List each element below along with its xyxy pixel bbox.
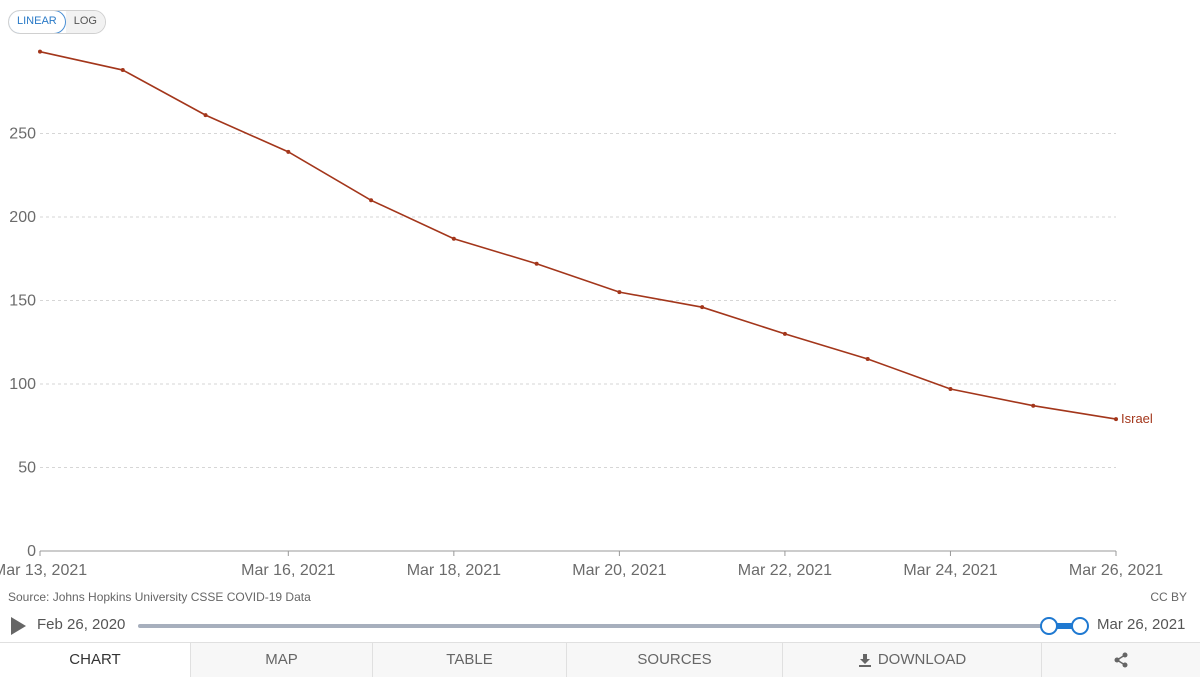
timeline-slider: Feb 26, 2020 Mar 26, 2021	[0, 612, 1200, 640]
timeline-track[interactable]	[138, 624, 1081, 628]
y-tick-label: 250	[9, 126, 36, 143]
data-point	[1031, 403, 1036, 408]
linear-scale-button[interactable]: LINEAR	[8, 11, 66, 33]
data-point	[948, 387, 953, 392]
license-link[interactable]: CC BY	[1150, 590, 1187, 604]
timeline-start-date: Feb 26, 2020	[37, 616, 126, 633]
scale-toggle: LINEAR LOG	[8, 10, 106, 34]
log-scale-button[interactable]: LOG	[65, 11, 105, 33]
x-tick-label: Mar 13, 2021	[0, 562, 87, 579]
x-tick-label: Mar 26, 2021	[1069, 562, 1163, 579]
tab-label: CHART	[69, 651, 121, 668]
series-line	[39, 50, 1117, 420]
tab-label: SOURCES	[637, 651, 712, 668]
data-point	[286, 149, 291, 154]
tab-sources[interactable]: SOURCES	[567, 643, 783, 677]
timeline-selected-range	[1048, 623, 1080, 629]
tab-map[interactable]: MAP	[191, 643, 373, 677]
y-tick-label: 50	[18, 460, 36, 477]
x-tick-label: Mar 24, 2021	[903, 562, 997, 579]
tab-share[interactable]	[1042, 643, 1200, 677]
source-note[interactable]: Source: Johns Hopkins University CSSE CO…	[8, 590, 311, 604]
tab-label: DOWNLOAD	[877, 651, 967, 668]
share-icon	[1114, 652, 1128, 668]
tab-download[interactable]: DOWNLOAD	[783, 643, 1042, 677]
y-tick-label: 100	[9, 376, 36, 393]
x-tick-label: Mar 22, 2021	[738, 562, 832, 579]
y-tick-label: 150	[9, 293, 36, 310]
data-point	[1114, 417, 1118, 422]
x-tick-label: Mar 20, 2021	[572, 562, 666, 579]
line-chart: 0 50 100 150 200 250 Mar 13, 2021 Mar 16, 2021 M…	[0, 49, 1163, 579]
data-point	[700, 305, 705, 310]
data-point	[38, 49, 42, 54]
tab-table[interactable]: TABLE	[373, 643, 567, 677]
data-point	[534, 261, 539, 266]
x-tick-label: Mar 16, 2021	[241, 562, 335, 579]
timeline-start-handle[interactable]	[1040, 617, 1058, 635]
data-point	[203, 113, 208, 118]
data-point	[617, 290, 622, 295]
data-point	[120, 68, 125, 73]
timeline-end-date: Mar 26, 2021	[1097, 616, 1186, 633]
tab-bar: CHART MAP TABLE SOURCES DOWNLOAD	[0, 642, 1200, 677]
download-icon	[858, 654, 871, 667]
data-point	[369, 198, 374, 203]
tab-label: TABLE	[446, 651, 493, 668]
tab-chart[interactable]: CHART	[0, 643, 191, 677]
tab-label: MAP	[265, 651, 298, 668]
series-label: Israel	[1121, 411, 1153, 426]
y-tick-label: 0	[27, 543, 36, 560]
data-point	[865, 356, 870, 361]
data-point	[451, 236, 456, 241]
data-point	[782, 331, 787, 336]
timeline-end-handle[interactable]	[1071, 617, 1089, 635]
x-tick-label: Mar 18, 2021	[407, 562, 501, 579]
y-tick-label: 200	[9, 209, 36, 226]
play-icon[interactable]	[11, 617, 26, 635]
